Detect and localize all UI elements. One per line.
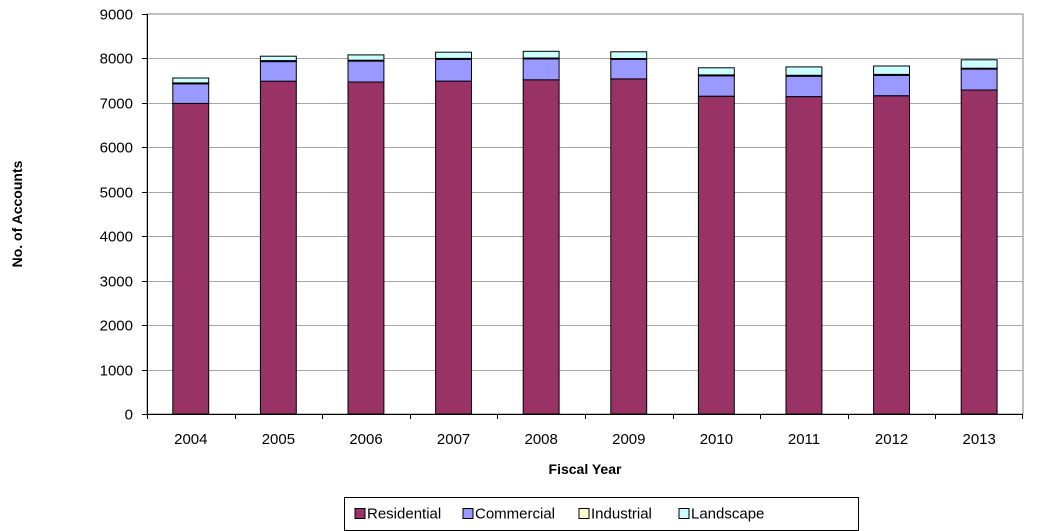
legend-label-residential: Residential: [367, 506, 441, 523]
bar-residential-2010: [697, 95, 735, 415]
y-tick-label: 2000: [100, 318, 133, 335]
y-tick-label: 8000: [100, 51, 133, 68]
x-tick-label: 2012: [875, 431, 908, 448]
bar-landscape-2013: [960, 59, 998, 69]
x-tick-label: 2008: [525, 431, 558, 448]
x-tick-label: 2009: [612, 431, 645, 448]
bar-residential-2004: [172, 102, 210, 415]
bar-landscape-2004: [172, 77, 210, 84]
bar-commercial-2004: [172, 83, 210, 104]
bar-landscape-2010: [697, 67, 735, 76]
y-axis-title: No. of Accounts: [9, 160, 25, 267]
bar-commercial-2008: [522, 58, 560, 81]
bar-commercial-2007: [435, 58, 473, 82]
axes: [142, 14, 1023, 419]
bar-commercial-2009: [610, 58, 648, 80]
bar-landscape-2009: [610, 51, 648, 59]
legend-swatch-residential: [354, 508, 366, 519]
y-tick-labels: 0 1000 2000 3000 4000 5000 6000 7000 8000 9000: [100, 7, 133, 424]
bar-commercial-2013: [960, 68, 998, 91]
y-tick-label: 6000: [100, 140, 133, 157]
bar-commercial-2011: [785, 75, 823, 98]
bar-landscape-2011: [785, 66, 823, 76]
bar-landscape-2006: [347, 54, 385, 61]
x-tick-labels: 2004 2005 2006 2007 2008 2009 2010 2011 2012 2013: [174, 431, 996, 448]
y-tick-label: 0: [125, 407, 133, 424]
bar-commercial-2006: [347, 60, 385, 83]
x-tick-label: 2007: [437, 431, 470, 448]
legend-swatch-landscape: [678, 508, 690, 519]
bar-commercial-2005: [259, 61, 297, 82]
y-tick-label: 1000: [100, 363, 133, 380]
bar-landscape-2008: [522, 50, 560, 59]
y-tick-label: 9000: [100, 7, 133, 24]
legend-swatch-commercial: [462, 508, 474, 519]
legend-swatch-industrial: [578, 508, 590, 519]
legend-label-commercial: Commercial: [475, 506, 555, 523]
y-tick-label: 7000: [100, 96, 133, 113]
bars: [172, 50, 998, 415]
legend-label-landscape: Landscape: [691, 506, 764, 523]
x-axis-title: Fiscal Year: [549, 461, 622, 477]
bar-landscape-2005: [259, 55, 297, 62]
x-tick-label: 2006: [349, 431, 382, 448]
y-tick-label: 5000: [100, 185, 133, 202]
x-tick-label: 2010: [700, 431, 733, 448]
bar-residential-2013: [960, 89, 998, 415]
bar-residential-2006: [347, 81, 385, 415]
bar-landscape-2007: [435, 51, 473, 59]
x-tick-label: 2013: [963, 431, 996, 448]
legend: Residential Commercial Industrial Landscape: [344, 497, 859, 531]
x-tick-label: 2005: [262, 431, 295, 448]
bar-residential-2009: [610, 78, 648, 415]
y-tick-label: 4000: [100, 229, 133, 246]
bar-residential-2011: [785, 96, 823, 415]
bar-landscape-2012: [873, 65, 910, 75]
bar-commercial-2012: [873, 74, 910, 97]
bar-commercial-2010: [697, 75, 735, 97]
bar-residential-2012: [873, 95, 910, 415]
bar-residential-2007: [435, 80, 473, 415]
legend-label-industrial: Industrial: [591, 506, 652, 523]
y-tick-label: 3000: [100, 274, 133, 291]
x-tick-label: 2011: [788, 431, 820, 448]
bar-residential-2005: [259, 80, 297, 415]
bar-residential-2008: [522, 79, 560, 415]
x-tick-label: 2004: [174, 431, 207, 448]
